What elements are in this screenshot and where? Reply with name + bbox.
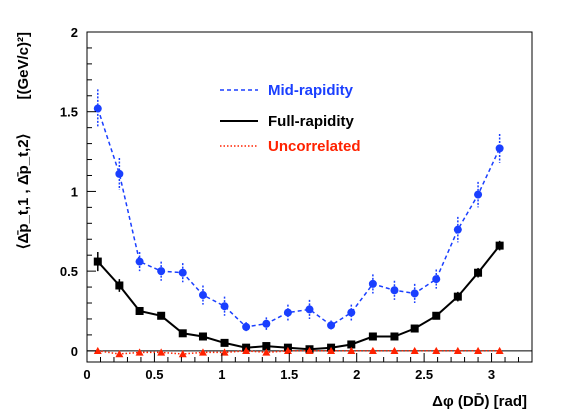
data-point bbox=[135, 306, 144, 315]
series-uncorrelated bbox=[93, 346, 504, 358]
data-point bbox=[93, 346, 102, 355]
data-point bbox=[262, 342, 271, 351]
x-axis-title: Δφ (DD̄) [rad] bbox=[432, 392, 527, 410]
data-point bbox=[495, 346, 504, 355]
data-point bbox=[178, 268, 187, 277]
data-point bbox=[242, 346, 251, 355]
data-point bbox=[115, 169, 124, 178]
data-point bbox=[432, 346, 441, 355]
y-tick-label: 1 bbox=[71, 184, 78, 199]
data-point bbox=[283, 308, 292, 317]
data-point bbox=[283, 346, 292, 355]
y-tick-label: 0 bbox=[71, 344, 78, 359]
series-line bbox=[97, 108, 501, 328]
data-point bbox=[262, 319, 271, 328]
y-tick-label: 2 bbox=[71, 25, 78, 40]
data-point bbox=[432, 275, 441, 284]
data-point bbox=[390, 286, 399, 295]
x-tick-label: 3 bbox=[488, 367, 495, 382]
y-axis-title-text: ⟨Δ̄p_t,1 , Δ̄p_t,2⟩ [(GeV/c)²] bbox=[15, 32, 32, 249]
data-point bbox=[220, 338, 229, 347]
data-point bbox=[157, 311, 166, 320]
data-point bbox=[305, 305, 314, 314]
data-point bbox=[453, 225, 462, 234]
legend-label: Full-rapidity bbox=[268, 113, 354, 130]
data-point bbox=[474, 190, 483, 199]
x-tick-label: 0 bbox=[83, 367, 90, 382]
series-line bbox=[97, 350, 500, 355]
data-point bbox=[347, 346, 356, 355]
data-point bbox=[198, 348, 207, 356]
data-point bbox=[347, 340, 356, 349]
y-axis-quantity: ⟨Δ̄p_t,1 , Δ̄p_t,2⟩ bbox=[15, 134, 32, 250]
data-point bbox=[157, 267, 166, 276]
x-tick-label: 0.5 bbox=[145, 367, 163, 382]
data-point bbox=[368, 332, 377, 341]
x-tick-label: 2 bbox=[353, 367, 360, 382]
data-point bbox=[198, 332, 207, 341]
legend: Mid-rapidity Full-rapidity Uncorrelated bbox=[220, 82, 361, 155]
data-point bbox=[432, 311, 441, 320]
data-point bbox=[453, 346, 462, 355]
x-tick-label: 1 bbox=[218, 367, 225, 382]
series-layer bbox=[93, 89, 504, 358]
data-point bbox=[135, 257, 144, 266]
data-point bbox=[115, 281, 124, 290]
data-point bbox=[474, 268, 483, 277]
legend-label: Mid-rapidity bbox=[268, 82, 354, 99]
data-point bbox=[93, 104, 102, 113]
data-point bbox=[474, 346, 483, 355]
data-point bbox=[262, 348, 271, 356]
data-point bbox=[178, 350, 187, 358]
data-point bbox=[327, 321, 336, 330]
data-point bbox=[453, 292, 462, 301]
data-point bbox=[410, 324, 419, 333]
data-point bbox=[198, 291, 207, 300]
data-point bbox=[93, 257, 102, 266]
data-point bbox=[368, 346, 377, 355]
data-point bbox=[410, 346, 419, 355]
data-point bbox=[347, 308, 356, 317]
data-point bbox=[495, 241, 504, 250]
data-point bbox=[327, 346, 336, 355]
plot-frame bbox=[86, 31, 533, 363]
data-point bbox=[157, 348, 166, 356]
data-point bbox=[115, 350, 124, 358]
data-point bbox=[390, 332, 399, 341]
axis-layer: 0 0.5 1 1.5 2 2.5 3 0 0.5 1 1.5 2 bbox=[60, 25, 533, 382]
x-tick-label: 2.5 bbox=[415, 367, 433, 382]
legend-label: Uncorrelated bbox=[268, 138, 361, 155]
y-tick-label: 1.5 bbox=[60, 105, 78, 120]
y-axis-title: ⟨Δ̄p_t,1 , Δ̄p_t,2⟩ [(GeV/c)²] bbox=[15, 32, 32, 249]
data-point bbox=[242, 322, 251, 331]
data-point bbox=[390, 346, 399, 355]
data-point bbox=[305, 346, 314, 355]
series-mid-rapidity bbox=[93, 89, 504, 332]
y-tick-label: 0.5 bbox=[60, 264, 78, 279]
data-point bbox=[495, 144, 504, 153]
data-point bbox=[220, 302, 229, 311]
data-point bbox=[220, 348, 229, 356]
data-point bbox=[135, 348, 144, 356]
y-axis-units: [(GeV/c)²] bbox=[15, 32, 32, 100]
data-point bbox=[410, 289, 419, 298]
x-tick-label: 1.5 bbox=[280, 367, 298, 382]
data-point bbox=[368, 279, 377, 288]
data-point bbox=[178, 329, 187, 338]
